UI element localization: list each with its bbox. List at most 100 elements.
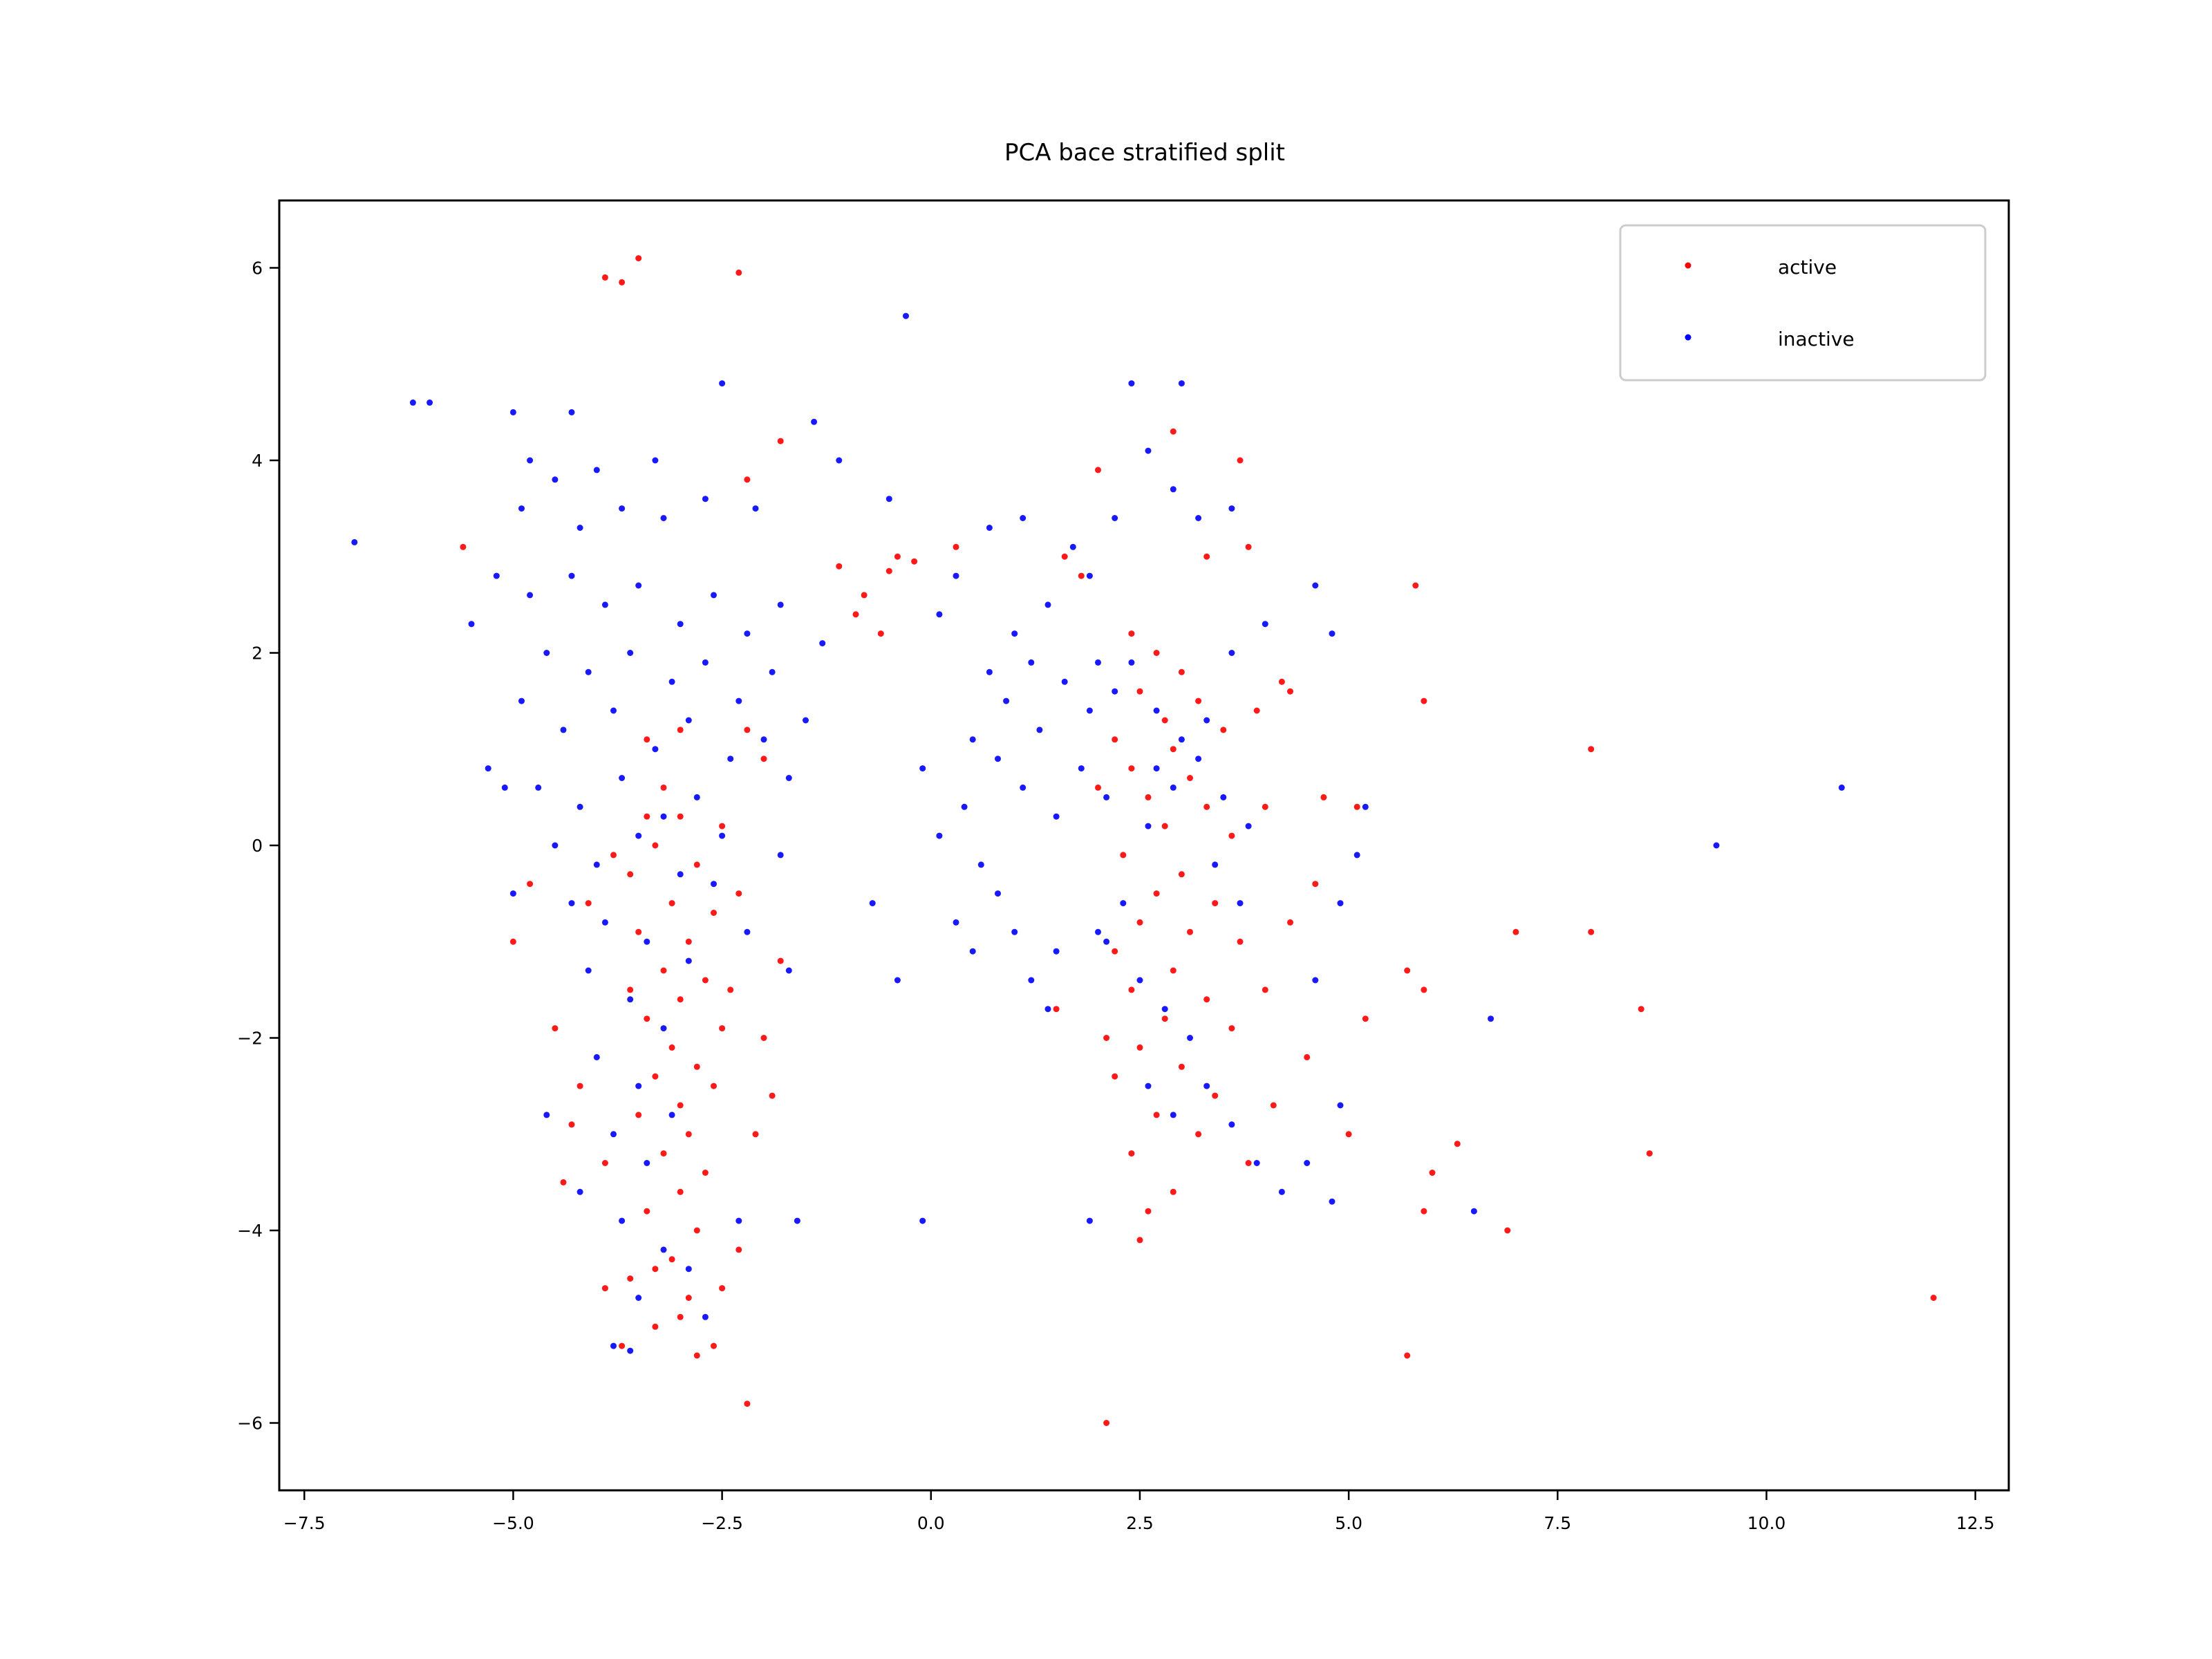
point-active: [760, 1035, 767, 1041]
point-inactive: [1170, 486, 1177, 493]
point-active: [1153, 890, 1160, 897]
point-inactive: [1212, 861, 1219, 868]
point-active: [1145, 1208, 1152, 1215]
point-active: [1103, 1420, 1110, 1426]
point-inactive: [619, 1217, 626, 1224]
point-inactive: [1044, 601, 1051, 608]
point-inactive: [1220, 794, 1227, 800]
point-active: [1404, 1352, 1411, 1359]
point-active: [693, 1352, 700, 1359]
point-active: [1203, 803, 1210, 810]
point-inactive: [1145, 447, 1152, 454]
point-active: [1103, 1035, 1110, 1041]
point-active: [677, 1102, 684, 1109]
point-inactive: [610, 707, 617, 714]
point-active: [1228, 832, 1235, 839]
point-active: [1187, 775, 1193, 781]
point-inactive: [1061, 678, 1068, 685]
point-inactive: [969, 948, 976, 955]
point-active: [752, 1131, 759, 1138]
y-axis: 6 4 2 0 −2 −4 −6: [237, 258, 279, 1434]
point-inactive: [1312, 582, 1319, 589]
point-active: [1270, 1102, 1277, 1109]
point-active: [1128, 630, 1135, 637]
point-active: [1237, 938, 1244, 945]
point-inactive: [803, 717, 809, 724]
point-inactive: [1178, 736, 1185, 743]
point-inactive: [719, 832, 726, 839]
point-active: [777, 957, 784, 964]
point-inactive: [1086, 572, 1093, 579]
point-inactive: [644, 938, 650, 945]
point-inactive: [727, 756, 734, 762]
y-tick-label: −6: [237, 1414, 263, 1434]
point-inactive: [1362, 803, 1369, 810]
point-inactive: [427, 399, 433, 406]
point-active: [1287, 688, 1293, 695]
point-inactive: [601, 919, 608, 926]
point-active: [861, 592, 868, 599]
point-inactive: [760, 736, 767, 743]
point-inactive: [1228, 1121, 1235, 1128]
point-active: [1345, 1131, 1352, 1138]
point-inactive: [1128, 380, 1135, 387]
point-active: [911, 558, 918, 565]
point-active: [1161, 823, 1168, 830]
point-active: [552, 1025, 559, 1032]
point-inactive: [986, 668, 993, 675]
point-inactive: [894, 977, 901, 984]
point-inactive: [568, 900, 575, 907]
point-inactive: [869, 900, 876, 907]
legend-box: [1619, 224, 1987, 382]
point-active: [644, 1208, 650, 1215]
point-inactive: [685, 1266, 692, 1273]
point-active: [460, 543, 467, 550]
point-active: [509, 938, 516, 945]
point-active: [685, 1295, 692, 1301]
point-active: [1362, 1015, 1369, 1022]
point-inactive: [752, 505, 759, 512]
point-active: [1170, 428, 1177, 435]
point-inactive: [1145, 1082, 1152, 1089]
point-inactive: [1095, 928, 1101, 935]
point-active: [711, 1342, 717, 1349]
point-inactive: [836, 457, 843, 464]
point-inactive: [1036, 727, 1043, 733]
point-active: [677, 1188, 684, 1195]
point-inactive: [744, 630, 751, 637]
point-inactive: [1095, 659, 1101, 666]
point-inactive: [735, 1217, 742, 1224]
point-active: [610, 852, 617, 859]
point-inactive: [1112, 515, 1118, 521]
point-active: [635, 1112, 642, 1118]
point-inactive: [969, 736, 976, 743]
point-active: [1187, 928, 1193, 935]
point-inactive: [711, 592, 717, 599]
point-active: [1112, 1073, 1118, 1080]
point-active: [560, 1179, 567, 1185]
point-active: [1278, 678, 1285, 685]
point-inactive: [1161, 1006, 1168, 1013]
point-inactive: [593, 1053, 600, 1060]
point-inactive: [685, 957, 692, 964]
point-active: [744, 1400, 751, 1407]
point-active: [668, 1256, 675, 1263]
point-inactive: [1337, 1102, 1344, 1109]
point-inactive: [593, 861, 600, 868]
point-active: [1170, 1188, 1177, 1195]
point-inactive: [744, 928, 751, 935]
legend-marker-active: [1685, 262, 1691, 269]
point-inactive: [635, 832, 642, 839]
point-inactive: [601, 601, 608, 608]
point-inactive: [1312, 977, 1319, 984]
point-active: [677, 996, 684, 1003]
point-active: [735, 890, 742, 897]
point-inactive: [1203, 1082, 1210, 1089]
x-tick-label: −2.5: [701, 1513, 743, 1533]
point-inactive: [660, 1025, 667, 1032]
point-active: [1504, 1227, 1511, 1234]
point-inactive: [1278, 1188, 1285, 1195]
point-inactive: [777, 601, 784, 608]
point-inactive: [535, 784, 542, 791]
point-active: [1195, 697, 1202, 704]
